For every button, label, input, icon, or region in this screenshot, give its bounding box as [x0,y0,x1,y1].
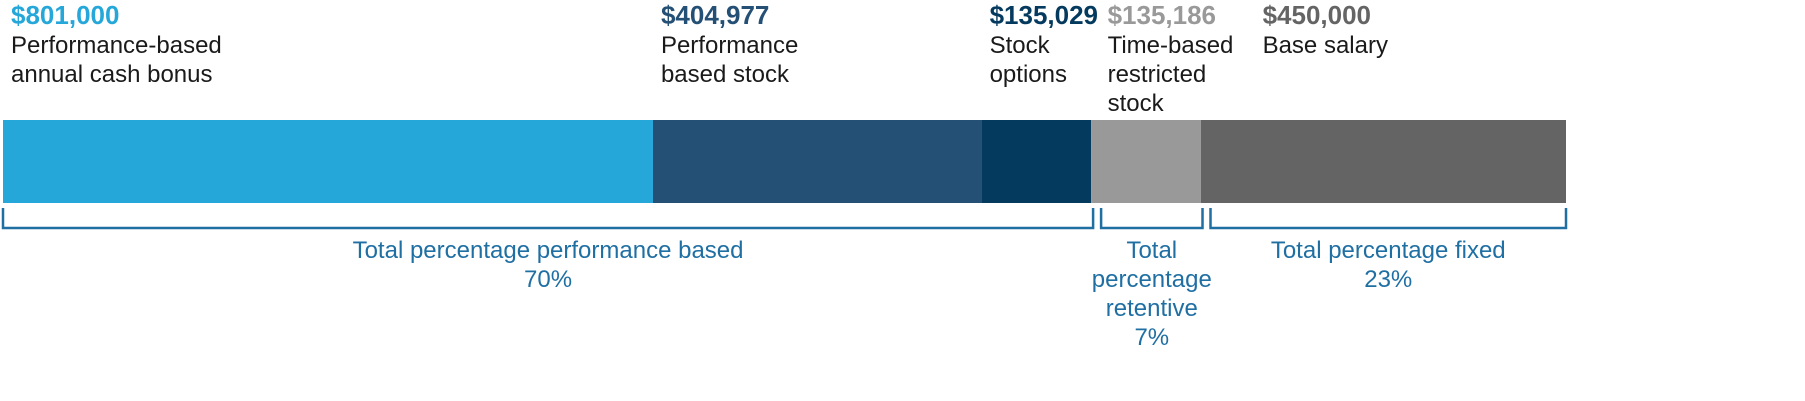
group-percent: 23% [1364,266,1413,293]
group-label: Total percentage retentive [1091,237,1212,322]
bar-segment [652,120,982,203]
value-label: $135,186 [1107,0,1217,30]
group-percent: 7% [1134,324,1170,351]
group-label: Total percentage performance based [352,237,744,264]
segment-label: Time-based restricted stock [1107,32,1234,117]
segment-label: Performance based stock [660,32,799,88]
segment-label: Performance-based annual cash bonus [11,32,222,88]
bar-segment [1091,120,1201,203]
value-label: $450,000 [1262,0,1372,30]
bracket [1099,208,1204,230]
value-label: $801,000 [11,0,120,30]
bracket [1,208,1095,230]
bracket [1209,208,1568,230]
segment-label: Base salary [1262,32,1388,59]
group-label: Total percentage fixed [1270,237,1506,264]
segment-label: Stock options [989,32,1067,88]
group-percent: 70% [524,266,573,293]
value-label: $404,977 [660,0,770,30]
bar-segment [1200,120,1566,203]
value-label: $135,029 [989,0,1099,30]
bar-segment [981,120,1092,203]
bar-segment [3,120,653,203]
